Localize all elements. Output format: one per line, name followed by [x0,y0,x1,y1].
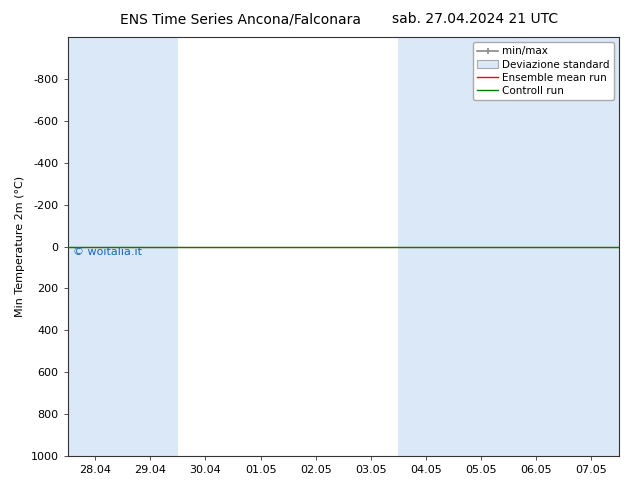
Bar [123,37,178,456]
Bar [68,37,123,456]
Bar [453,37,508,456]
Bar [398,37,453,456]
Legend: min/max, Deviazione standard, Ensemble mean run, Controll run: min/max, Deviazione standard, Ensemble m… [473,42,614,100]
Text: ENS Time Series Ancona/Falconara: ENS Time Series Ancona/Falconara [120,12,361,26]
Bar [508,37,564,456]
Y-axis label: Min Temperature 2m (°C): Min Temperature 2m (°C) [15,176,25,317]
Bar [564,37,619,456]
Text: © woitalia.it: © woitalia.it [73,246,142,256]
Text: sab. 27.04.2024 21 UTC: sab. 27.04.2024 21 UTC [392,12,559,26]
